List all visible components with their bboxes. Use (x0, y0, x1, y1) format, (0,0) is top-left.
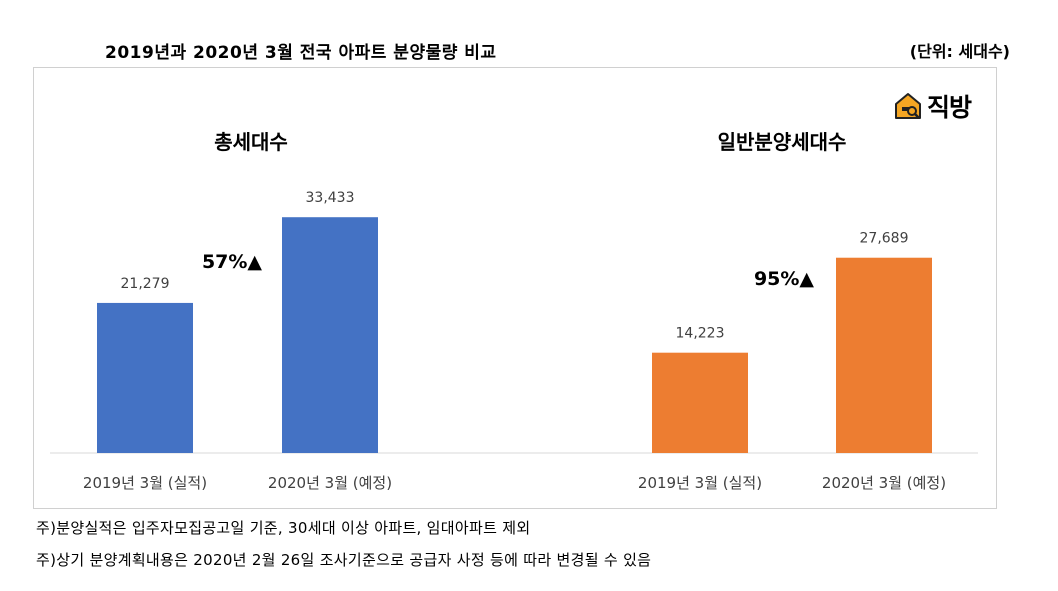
category-label-total-2020: 2020년 3월 (예정) (268, 474, 392, 492)
bar-general-2019 (652, 352, 748, 453)
panel-title-general: 일반분양세대수 (718, 130, 847, 154)
unit-label: (단위: 세대수) (909, 42, 1010, 61)
house-search-icon (895, 93, 921, 119)
bar-general-2020 (836, 257, 932, 453)
panel-title-total: 총세대수 (214, 130, 288, 154)
value-label-general-2020: 27,689 (860, 231, 909, 247)
chart-title: 2019년과 2020년 3월 전국 아파트 분양물량 비교 (105, 43, 497, 63)
chart-frame (33, 67, 997, 509)
value-label-total-2020: 33,433 (306, 190, 355, 206)
logo-text: 직방 (927, 93, 972, 122)
zigbang-logo: 직방 (893, 88, 972, 124)
bar-total-2020 (282, 217, 378, 453)
value-label-total-2019: 21,279 (121, 276, 170, 292)
category-label-general-2020: 2020년 3월 (예정) (822, 474, 946, 492)
footnote-1: 주)분양실적은 입주자모집공고일 기준, 30세대 이상 아파트, 임대아파트 … (36, 519, 531, 537)
footnote-2: 주)상기 분양계획내용은 2020년 2월 26일 조사기준으로 공급자 사정 … (36, 551, 652, 569)
category-label-general-2019: 2019년 3월 (실적) (638, 474, 762, 492)
change-label-total: 57%▲ (202, 251, 262, 273)
value-label-general-2019: 14,223 (676, 326, 725, 342)
category-label-total-2019: 2019년 3월 (실적) (83, 474, 207, 492)
change-label-general: 95%▲ (754, 268, 814, 290)
bar-total-2019 (97, 302, 193, 453)
